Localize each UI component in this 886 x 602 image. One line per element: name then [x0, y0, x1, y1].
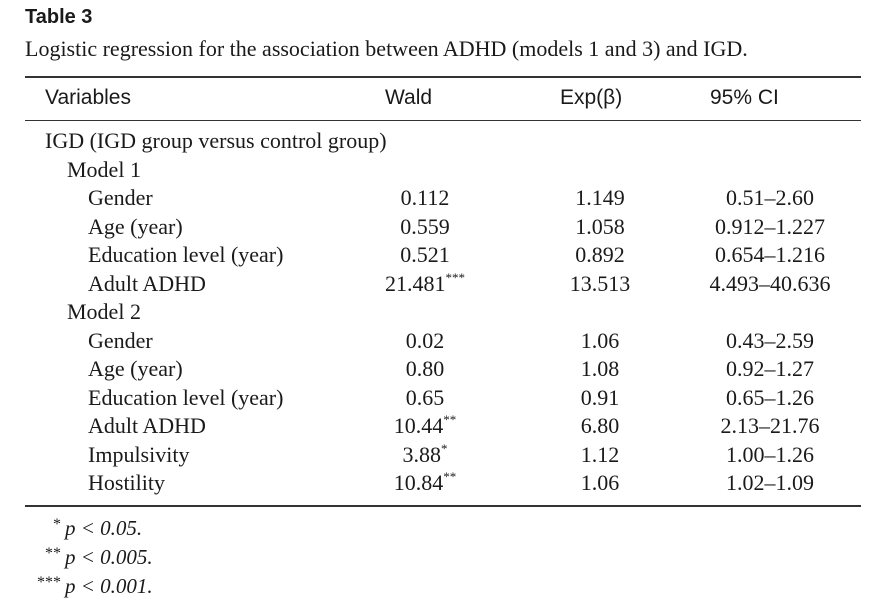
wald-value: 10.84 [393, 470, 444, 495]
ci-cell: 0.912–1.227 [715, 213, 825, 239]
significance-mark: * [441, 440, 448, 456]
model-label: Model 2 [67, 299, 141, 324]
exp-cell: 1.058 [575, 213, 625, 239]
wald-value: 0.559 [400, 213, 450, 239]
variable-cell: Age (year) [88, 213, 183, 239]
table-row: Age (year) 0.559 1.058 0.912–1.227 [0, 214, 886, 242]
ci-cell: 0.43–2.59 [726, 327, 814, 353]
wald-cell: 10.44** [360, 413, 490, 439]
wald-cell: 0.02 [360, 328, 490, 354]
table-row: Impulsivity 3.88* 1.12 1.00–1.26 [0, 442, 886, 470]
ci-cell: 2.13–21.76 [720, 413, 820, 438]
section-row: IGD (IGD group versus control group) [0, 128, 886, 156]
variable-cell: Hostility [88, 470, 166, 495]
table-row: Age (year) 0.80 1.08 0.92–1.27 [0, 356, 886, 384]
header-variables: Variables [45, 86, 131, 109]
significance-mark: ** [443, 412, 457, 427]
variable-cell: Education level (year) [88, 384, 284, 410]
wald-cell: 3.88* [360, 442, 490, 468]
wald-cell: 0.112 [360, 185, 490, 211]
significance-mark: *** [445, 269, 466, 285]
variable-cell: Gender [88, 327, 153, 353]
wald-value: 0.80 [405, 356, 445, 381]
wald-cell: 21.481*** [360, 271, 490, 297]
exp-cell: 1.149 [575, 185, 625, 210]
exp-cell: 0.892 [575, 242, 625, 267]
wald-value: 0.521 [400, 242, 450, 267]
ci-cell: 0.65–1.26 [726, 384, 814, 410]
footnote: *** p < 0.001. [25, 574, 153, 599]
exp-cell: 13.513 [569, 270, 631, 296]
table-row: Adult ADHD 21.481*** 13.513 4.493–40.636 [0, 271, 886, 299]
table-row: Gender 0.112 1.149 0.51–2.60 [0, 185, 886, 213]
header-ci: 95% CI [710, 86, 779, 109]
exp-cell: 1.06 [580, 327, 620, 353]
table-row: Gender 0.02 1.06 0.43–2.59 [0, 328, 886, 356]
exp-cell: 0.91 [580, 384, 620, 410]
variable-cell: Gender [88, 185, 153, 210]
ci-cell: 0.654–1.216 [715, 242, 825, 267]
header-rule [25, 120, 861, 121]
footnote-text: p < 0.005. [65, 545, 153, 569]
exp-cell: 6.80 [580, 413, 620, 438]
exp-cell: 1.12 [580, 441, 620, 467]
wald-cell: 0.65 [360, 385, 490, 411]
ci-cell: 1.02–1.09 [726, 470, 814, 495]
model-row: Model 1 [0, 157, 886, 185]
significance-mark: ** [443, 469, 457, 484]
section-label: IGD (IGD group versus control group) [45, 128, 387, 153]
wald-value: 0.65 [405, 384, 445, 410]
table-row: Adult ADHD 10.44** 6.80 2.13–21.76 [0, 413, 886, 441]
variable-cell: Age (year) [88, 356, 183, 381]
wald-value: 10.44 [393, 413, 444, 438]
footnote-mark: *** [37, 574, 61, 591]
bottom-rule [25, 505, 861, 507]
model-row: Model 2 [0, 299, 886, 327]
wald-value: 0.112 [400, 185, 450, 210]
variable-cell: Adult ADHD [88, 413, 206, 438]
wald-cell: 10.84** [360, 470, 490, 496]
wald-value: 21.481 [385, 270, 446, 296]
wald-cell: 0.559 [360, 214, 490, 240]
ci-cell: 1.00–1.26 [726, 441, 814, 467]
table-row: Education level (year) 0.65 0.91 0.65–1.26 [0, 385, 886, 413]
exp-cell: 1.06 [580, 470, 620, 495]
ci-cell: 0.51–2.60 [726, 185, 814, 210]
ci-cell: 0.92–1.27 [726, 356, 814, 381]
footnote-text: p < 0.05. [65, 516, 143, 540]
table-label: Table 3 [25, 6, 93, 28]
header-wald: Wald [385, 86, 433, 109]
footnote-mark: ** [45, 545, 61, 562]
variable-cell: Education level (year) [88, 242, 284, 267]
variable-cell: Impulsivity [88, 441, 190, 467]
variable-cell: Adult ADHD [88, 270, 206, 296]
wald-cell: 0.521 [360, 242, 490, 268]
model-label: Model 1 [67, 156, 141, 182]
table-row: Education level (year) 0.521 0.892 0.654–1.… [0, 242, 886, 270]
table-caption: Logistic regression for the association … [25, 36, 748, 61]
top-rule [25, 76, 861, 78]
wald-cell: 0.80 [360, 356, 490, 382]
exp-cell: 1.08 [580, 356, 620, 381]
ci-cell: 4.493–40.636 [709, 270, 831, 296]
wald-value: 0.02 [405, 327, 445, 353]
table-row: Hostility 10.84** 1.06 1.02–1.09 [0, 470, 886, 498]
wald-value: 3.88 [402, 441, 442, 467]
footnote: ** p < 0.005. [25, 545, 153, 570]
header-exp: Exp(β) [560, 86, 623, 109]
footnote-text: p < 0.001. [65, 574, 153, 598]
footnote-mark: * [53, 516, 61, 533]
footnote: * p < 0.05. [25, 516, 142, 541]
